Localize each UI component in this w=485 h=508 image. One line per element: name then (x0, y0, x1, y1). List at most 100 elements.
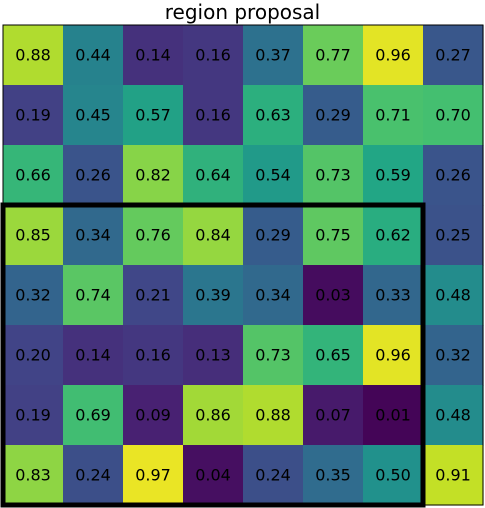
cell-value-label: 0.48 (435, 286, 471, 305)
cell-value-label: 0.73 (255, 346, 291, 365)
heatmap-labels: 0.88 0.44 0.14 0.16 0.37 0.77 0.96 0.27 0.19 0.45… (15, 46, 471, 485)
cell-value-label: 0.04 (195, 466, 231, 485)
cell-value-label: 0.96 (375, 46, 411, 65)
cell-value-label: 0.84 (195, 226, 231, 245)
cell-value-label: 0.57 (135, 106, 171, 125)
heatmap-cell-r6-c0 (3, 385, 64, 446)
cell-value-label: 0.74 (75, 286, 111, 305)
heatmap-cell-r6-c1 (63, 385, 124, 446)
heatmap-cell-r4-c0 (3, 265, 64, 326)
heatmap-cell-r3-c3 (183, 205, 244, 266)
heatmap-cell-r3-c0 (3, 205, 64, 266)
cell-value-label: 0.34 (255, 286, 291, 305)
cell-value-label: 0.63 (255, 106, 291, 125)
heatmap-cell-r3-c6 (363, 205, 424, 266)
heatmap-cell-r7-c0 (3, 445, 64, 506)
cell-value-label: 0.33 (375, 286, 411, 305)
cell-value-label: 0.77 (315, 46, 351, 65)
heatmap-cell-r1-c1 (63, 85, 124, 146)
chart-title: region proposal (164, 0, 321, 24)
cell-value-label: 0.91 (435, 466, 471, 485)
cell-value-label: 0.88 (15, 46, 51, 65)
cell-value-label: 0.70 (435, 106, 471, 125)
cell-value-label: 0.14 (75, 346, 111, 365)
heatmap-cell-r0-c7 (423, 25, 484, 86)
cell-value-label: 0.54 (255, 166, 291, 185)
heatmap-cells (3, 25, 484, 506)
heatmap-cell-r6-c7 (423, 385, 484, 446)
cell-value-label: 0.13 (195, 346, 231, 365)
heatmap-cell-r2-c1 (63, 145, 124, 206)
heatmap-cell-r5-c3 (183, 325, 244, 386)
heatmap-cell-r1-c6 (363, 85, 424, 146)
cell-value-label: 0.97 (135, 466, 171, 485)
cell-value-label: 0.19 (15, 106, 51, 125)
cell-value-label: 0.64 (195, 166, 231, 185)
cell-value-label: 0.34 (75, 226, 111, 245)
heatmap-cell-r7-c7 (423, 445, 484, 506)
heatmap-cell-r0-c6 (363, 25, 424, 86)
heatmap-cell-r2-c5 (303, 145, 364, 206)
heatmap-cell-r1-c7 (423, 85, 484, 146)
heatmap-cell-r5-c6 (363, 325, 424, 386)
heatmap-cell-r1-c4 (243, 85, 304, 146)
cell-value-label: 0.32 (435, 346, 471, 365)
heatmap-cell-r3-c5 (303, 205, 364, 266)
cell-value-label: 0.50 (375, 466, 411, 485)
cell-value-label: 0.96 (375, 346, 411, 365)
heatmap-cell-r3-c1 (63, 205, 124, 266)
heatmap-cell-r7-c2 (123, 445, 184, 506)
cell-value-label: 0.26 (435, 166, 471, 185)
cell-value-label: 0.82 (135, 166, 171, 185)
heatmap-cell-r5-c2 (123, 325, 184, 386)
cell-value-label: 0.59 (375, 166, 411, 185)
cell-value-label: 0.76 (135, 226, 171, 245)
heatmap-cell-r0-c5 (303, 25, 364, 86)
heatmap-cell-r7-c1 (63, 445, 124, 506)
heatmap-cell-r5-c4 (243, 325, 304, 386)
heatmap-cell-r5-c1 (63, 325, 124, 386)
heatmap-cell-r6-c3 (183, 385, 244, 446)
cell-value-label: 0.65 (315, 346, 351, 365)
heatmap-cell-r5-c5 (303, 325, 364, 386)
cell-value-label: 0.07 (315, 406, 351, 425)
cell-value-label: 0.26 (75, 166, 111, 185)
heatmap-cell-r6-c4 (243, 385, 304, 446)
heatmap-cell-r3-c2 (123, 205, 184, 266)
cell-value-label: 0.45 (75, 106, 111, 125)
heatmap-cell-r0-c0 (3, 25, 64, 86)
cell-value-label: 0.20 (15, 346, 51, 365)
cell-value-label: 0.86 (195, 406, 231, 425)
heatmap-cell-r2-c0 (3, 145, 64, 206)
heatmap-cell-r4-c4 (243, 265, 304, 326)
heatmap-cell-r7-c4 (243, 445, 304, 506)
heatmap-cell-r6-c5 (303, 385, 364, 446)
cell-value-label: 0.29 (315, 106, 351, 125)
heatmap-cell-r0-c2 (123, 25, 184, 86)
heatmap-cell-r7-c6 (363, 445, 424, 506)
cell-value-label: 0.69 (75, 406, 111, 425)
cell-value-label: 0.32 (15, 286, 51, 305)
cell-value-label: 0.09 (135, 406, 171, 425)
heatmap-cell-r2-c6 (363, 145, 424, 206)
heatmap-cell-r5-c7 (423, 325, 484, 386)
cell-value-label: 0.16 (195, 106, 231, 125)
heatmap-cell-r4-c5 (303, 265, 364, 326)
cell-value-label: 0.62 (375, 226, 411, 245)
heatmap-cell-r3-c7 (423, 205, 484, 266)
cell-value-label: 0.16 (195, 46, 231, 65)
heatmap-cell-r2-c3 (183, 145, 244, 206)
heatmap-cell-r5-c0 (3, 325, 64, 386)
heatmap-cell-r4-c6 (363, 265, 424, 326)
heatmap-cell-r6-c6 (363, 385, 424, 446)
cell-value-label: 0.03 (315, 286, 351, 305)
cell-value-label: 0.66 (15, 166, 51, 185)
heatmap-cell-r4-c3 (183, 265, 244, 326)
heatmap-cell-r1-c0 (3, 85, 64, 146)
cell-value-label: 0.83 (15, 466, 51, 485)
heatmap-cell-r7-c3 (183, 445, 244, 506)
cell-value-label: 0.35 (315, 466, 351, 485)
cell-value-label: 0.48 (435, 406, 471, 425)
cell-value-label: 0.16 (135, 346, 171, 365)
